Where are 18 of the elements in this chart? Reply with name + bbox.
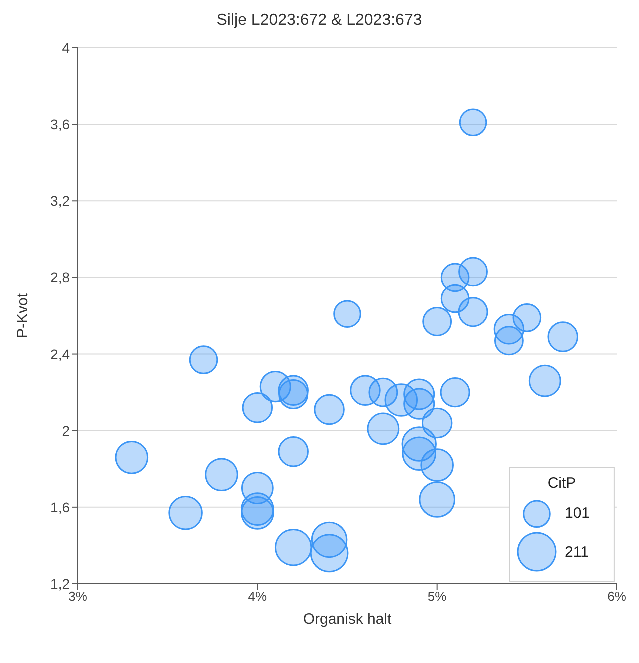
y-axis-title: P-Kvot bbox=[14, 292, 32, 339]
y-tick-label: 1,2 bbox=[50, 576, 70, 592]
x-tick-label: 3% bbox=[68, 589, 88, 604]
legend-title: CitP bbox=[546, 474, 578, 492]
y-tick-label: 3,6 bbox=[50, 116, 70, 133]
x-tick-label: 6% bbox=[608, 589, 627, 604]
chart-title: Silje L2023:672 & L2023:673 bbox=[216, 12, 424, 30]
y-tick-label: 2 bbox=[62, 422, 70, 439]
legend-label: 101 bbox=[565, 505, 590, 522]
y-tick-label: 2,4 bbox=[50, 346, 70, 362]
y-tick-label: 3,2 bbox=[50, 193, 70, 210]
y-tick-label: 4 bbox=[62, 40, 70, 56]
x-tick-label: 4% bbox=[248, 589, 268, 604]
legend-label: 211 bbox=[565, 544, 589, 560]
y-tick-label: 1,6 bbox=[50, 499, 70, 516]
x-tick-label: 5% bbox=[428, 589, 448, 604]
y-tick-label: 2,8 bbox=[50, 270, 70, 286]
x-axis-title: Organisk halt bbox=[303, 611, 393, 628]
